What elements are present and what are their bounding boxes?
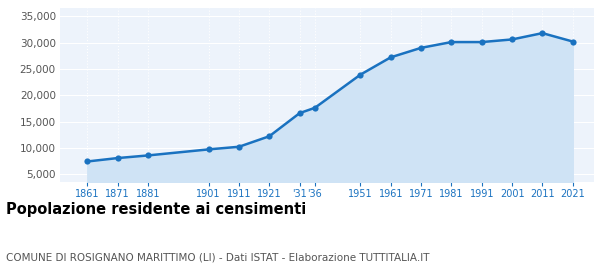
Point <box>386 55 395 60</box>
Point <box>265 134 274 139</box>
Point <box>568 39 578 44</box>
Point <box>507 37 517 42</box>
Text: COMUNE DI ROSIGNANO MARITTIMO (LI) - Dati ISTAT - Elaborazione TUTTITALIA.IT: COMUNE DI ROSIGNANO MARITTIMO (LI) - Dat… <box>6 252 430 262</box>
Point <box>416 46 426 50</box>
Point <box>477 40 487 44</box>
Point <box>143 153 153 158</box>
Point <box>234 144 244 149</box>
Point <box>356 73 365 77</box>
Point <box>113 156 122 160</box>
Point <box>446 40 456 44</box>
Text: Popolazione residente ai censimenti: Popolazione residente ai censimenti <box>6 202 306 217</box>
Point <box>204 147 214 152</box>
Point <box>538 31 547 35</box>
Point <box>310 106 320 110</box>
Point <box>295 111 304 115</box>
Point <box>83 159 92 164</box>
